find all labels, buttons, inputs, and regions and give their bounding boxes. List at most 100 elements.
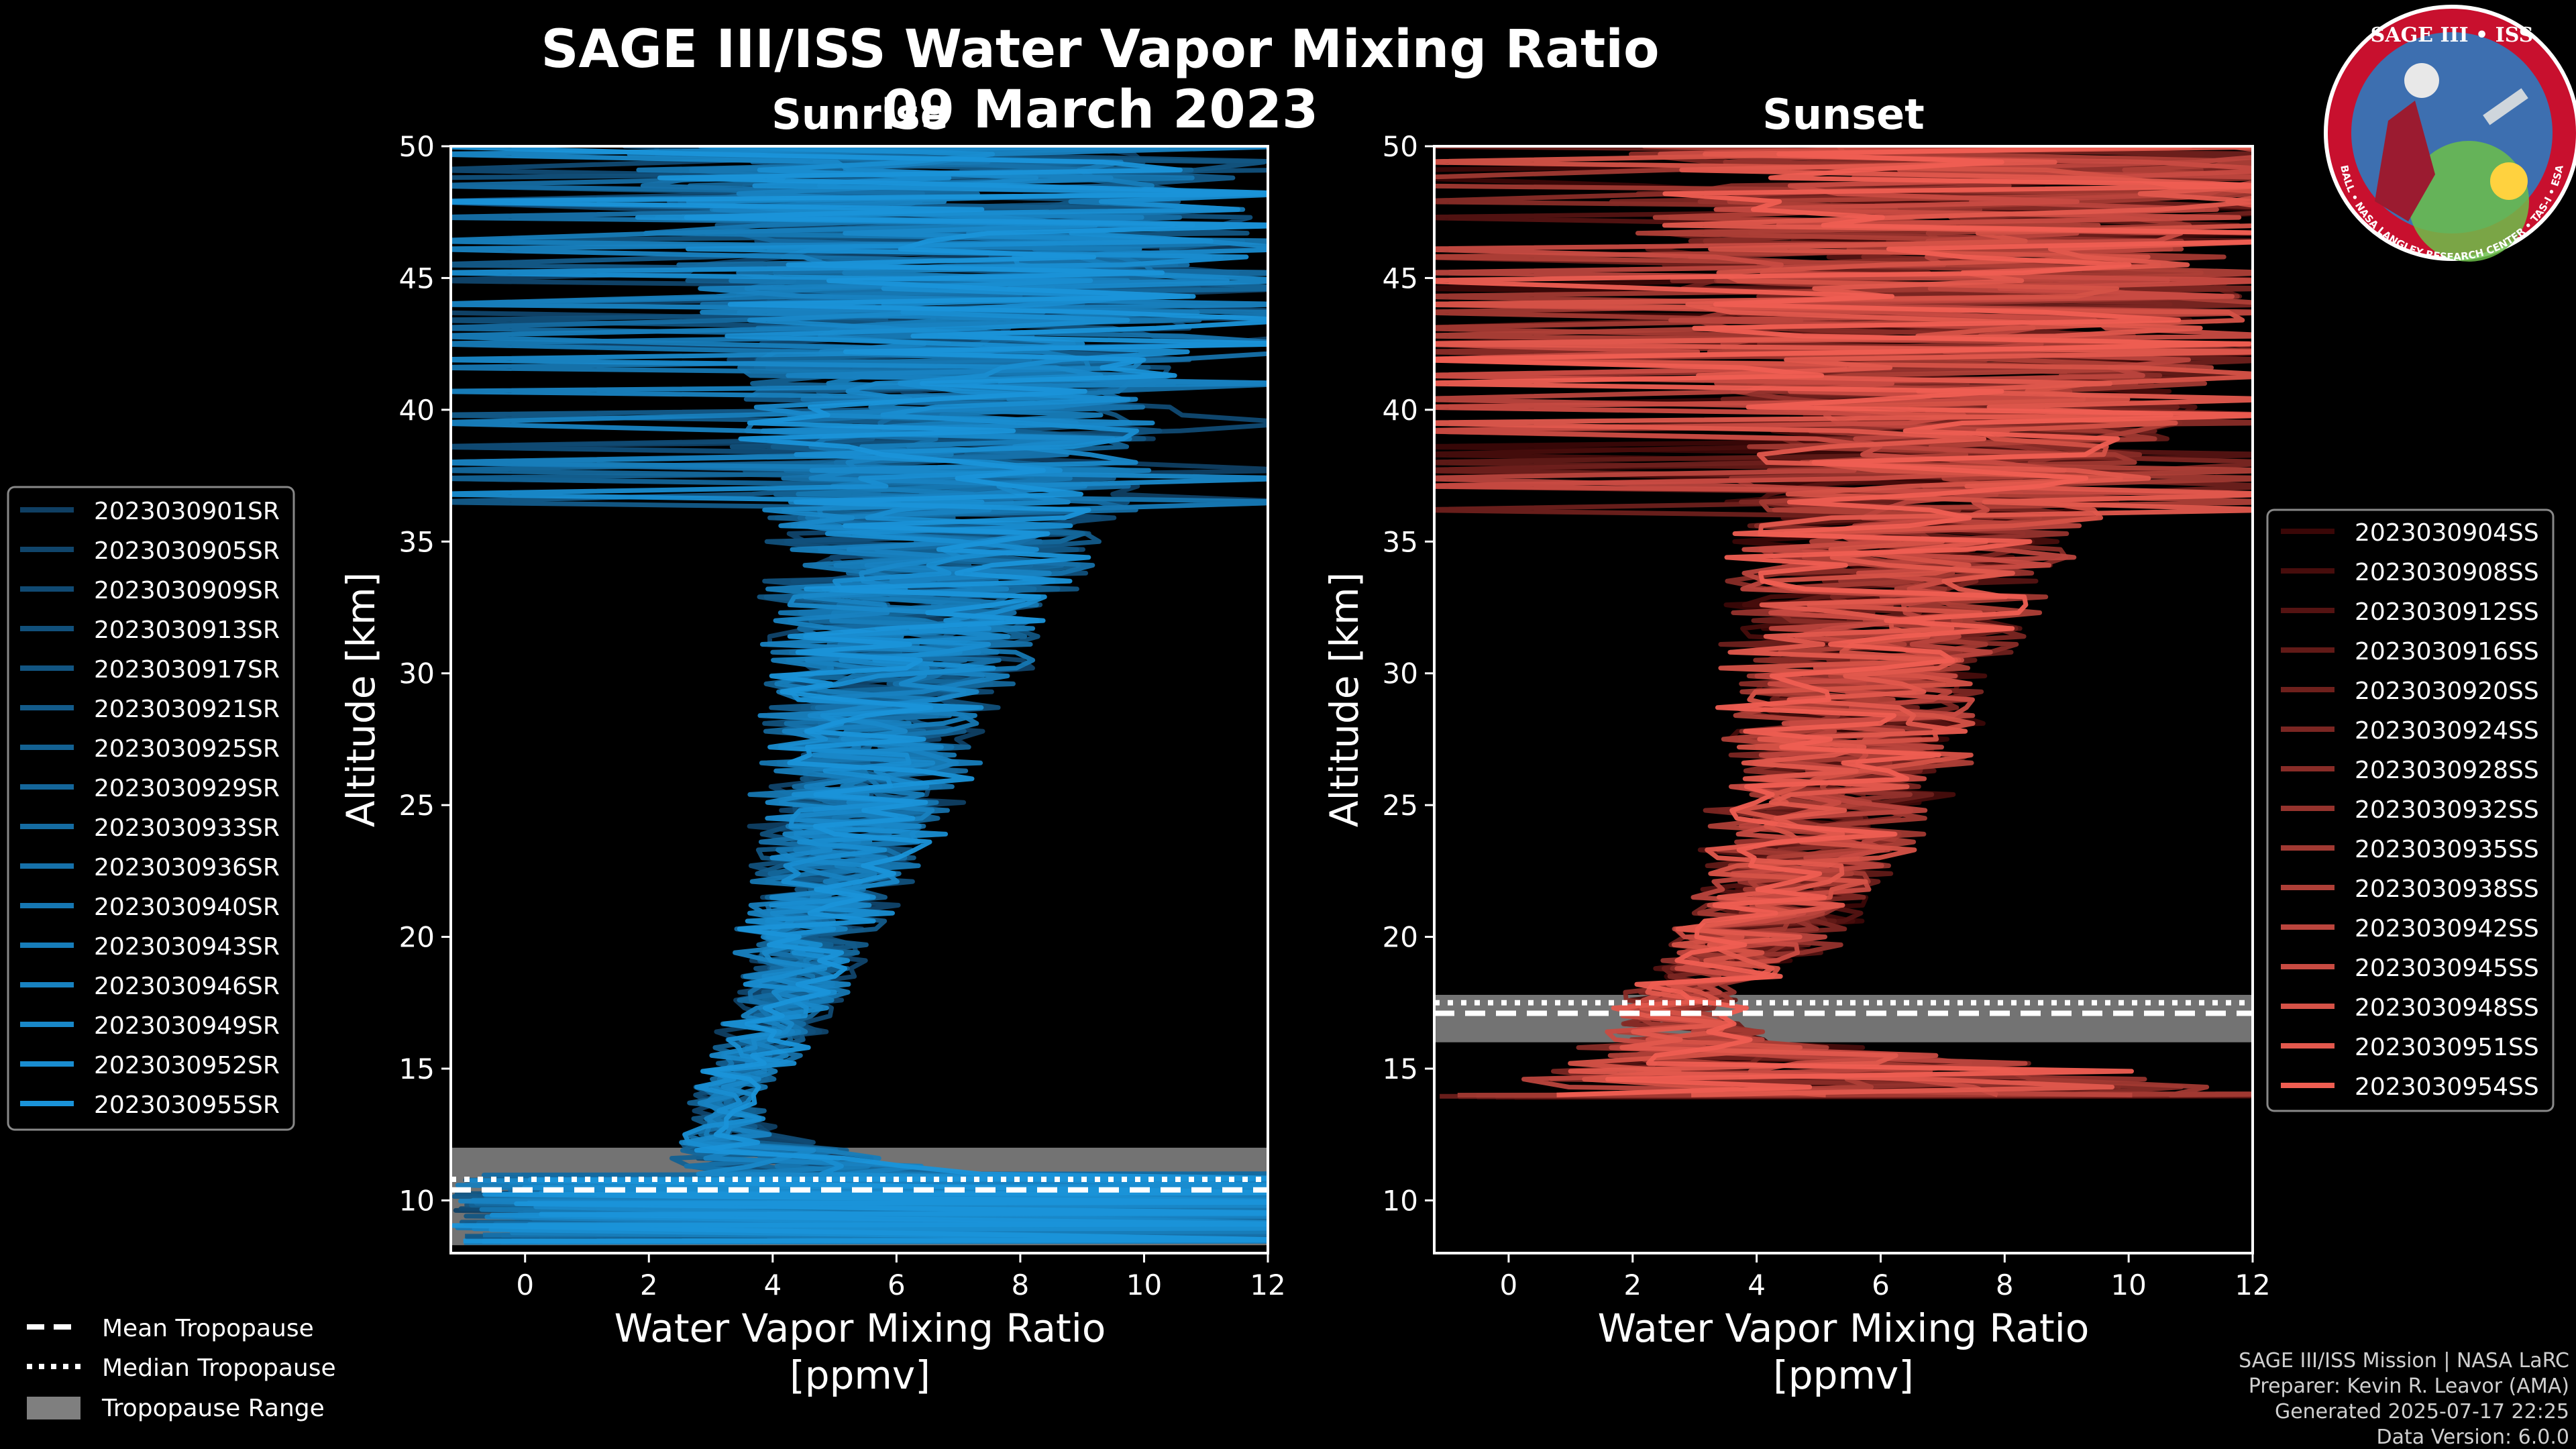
sunset-legend-label-2023030951SS: 2023030951SS <box>2355 1034 2539 1061</box>
sunset-xtick-label-2: 2 <box>1623 1269 1642 1301</box>
sunrise-legend-label-2023030917SR: 2023030917SR <box>94 656 280 684</box>
sunset-legend-label-2023030945SS: 2023030945SS <box>2355 955 2539 982</box>
sunrise-xtick-label-10: 10 <box>1126 1269 1162 1301</box>
sunset-legend-label-2023030912SS: 2023030912SS <box>2355 598 2539 626</box>
sunrise-legend: 2023030901SR 2023030905SR 2023030909SR 2023… <box>7 486 295 1131</box>
footer-mission: SAGE III/ISS Mission | NASA LaRC <box>2239 1349 2569 1373</box>
sunrise-legend-label-2023030949SR: 2023030949SR <box>94 1012 280 1040</box>
sunrise-panel: 0 2 4 6 8 10 12 10 15 20 25 30 35 40 45 50 Water Vapor … <box>338 130 1286 1398</box>
sunset-legend-label-2023030916SS: 2023030916SS <box>2355 638 2539 665</box>
sunrise-ytick-label-10: 10 <box>399 1184 435 1217</box>
sunrise-ytick-label-50: 50 <box>399 130 435 163</box>
sunrise-ytick-label-40: 40 <box>399 394 435 427</box>
sunset-ytick-label-25: 25 <box>1383 789 1418 822</box>
sunset-legend-label-2023030904SS: 2023030904SS <box>2355 519 2539 547</box>
sunset-ticks: 0 2 4 6 8 10 12 10 15 20 25 30 35 40 45 50 <box>1383 130 2271 1301</box>
sunrise-xtick-label-0: 0 <box>516 1269 534 1301</box>
sunset-xtick-label-12: 12 <box>2235 1269 2270 1301</box>
sunset-legend-label-2023030928SS: 2023030928SS <box>2355 757 2539 784</box>
sunrise-legend-label-2023030925SR: 2023030925SR <box>94 735 280 763</box>
sunset-xlabel-units: [ppmv] <box>1773 1352 1914 1398</box>
sunset-profile-2023030945SS <box>1434 146 2253 1097</box>
sunrise-xlabel-units: [ppmv] <box>790 1352 930 1398</box>
sunrise-ytick-label-25: 25 <box>399 789 435 822</box>
sunrise-xtick-label-12: 12 <box>1250 1269 1285 1301</box>
sunset-legend-label-2023030920SS: 2023030920SS <box>2355 678 2539 705</box>
sunset-legend-label-2023030948SS: 2023030948SS <box>2355 994 2539 1022</box>
sunset-panel-title: Sunset <box>1762 90 1925 139</box>
sunrise-xtick-label-4: 4 <box>763 1269 782 1301</box>
sunrise-ylabel: Altitude [km] <box>338 572 384 827</box>
sunset-ytick-label-30: 30 <box>1383 657 1418 690</box>
sunrise-legend-label-2023030946SR: 2023030946SR <box>94 973 280 1000</box>
sunset-xtick-label-10: 10 <box>2110 1269 2146 1301</box>
mean-tropopause-label: Mean Tropopause <box>102 1315 314 1342</box>
sunset-legend-box <box>2266 508 2555 1112</box>
sunrise-profiles <box>451 146 1268 1245</box>
sunrise-xtick-label-6: 6 <box>888 1269 906 1301</box>
sunset-ytick-label-20: 20 <box>1383 921 1418 954</box>
sunset-legend-label-2023030935SS: 2023030935SS <box>2355 836 2539 863</box>
sunrise-legend-label-2023030929SR: 2023030929SR <box>94 775 280 802</box>
logo-moon <box>2404 63 2439 98</box>
sunrise-legend-label-2023030940SR: 2023030940SR <box>94 894 280 921</box>
logo-iss <box>2483 88 2528 125</box>
sunset-ytick-label-50: 50 <box>1383 130 1418 163</box>
footer-generated: Generated 2025-07-17 22:25 <box>2275 1400 2569 1424</box>
sunset-axes-frame <box>1433 145 2254 1254</box>
sunset-xtick-label-6: 6 <box>1872 1269 1890 1301</box>
sunset-legend-label-2023030954SS: 2023030954SS <box>2355 1073 2539 1101</box>
tropopause-legend: Mean Tropopause Median Tropopause Tropop… <box>27 1315 336 1422</box>
sunrise-ticks: 0 2 4 6 8 10 12 10 15 20 25 30 35 40 45 50 <box>399 130 1286 1301</box>
sage-iii-iss-logo: SAGE III • ISS BALL • NASA LANGLEY RESEA… <box>2324 5 2576 263</box>
sunrise-xtick-label-2: 2 <box>640 1269 658 1301</box>
tropopause-range-swatch <box>27 1397 80 1419</box>
sunset-legend-label-2023030942SS: 2023030942SS <box>2355 915 2539 943</box>
sunrise-axes-frame <box>449 145 1269 1254</box>
tropopause-range-label: Tropopause Range <box>101 1395 325 1422</box>
sunset-profiles <box>1434 146 2253 1100</box>
sunset-profile-2023030954SS <box>1434 146 2253 1097</box>
logo-sage-figure <box>2375 101 2435 221</box>
sunrise-xlabel: Water Vapor Mixing Ratio <box>614 1305 1106 1351</box>
sunrise-panel-title: Sunrise <box>771 90 949 139</box>
sunset-ytick-label-45: 45 <box>1383 262 1418 294</box>
sunrise-legend-box <box>7 486 295 1131</box>
median-tropopause-label: Median Tropopause <box>102 1354 336 1382</box>
sunset-ytick-label-35: 35 <box>1383 525 1418 558</box>
sunrise-legend-label-2023030936SR: 2023030936SR <box>94 854 280 881</box>
sunrise-legend-label-2023030921SR: 2023030921SR <box>94 696 280 723</box>
sunrise-legend-label-2023030952SR: 2023030952SR <box>94 1052 280 1079</box>
footer-data-version: Data Version: 6.0.0 <box>2377 1426 2569 1449</box>
footer-preparer: Preparer: Kevin R. Leavor (AMA) <box>2249 1375 2569 1398</box>
sunrise-tropopause-lines <box>451 1177 1268 1193</box>
sunrise-profile-2023030955SR <box>451 146 1268 1244</box>
sunrise-xtick-label-8: 8 <box>1012 1269 1030 1301</box>
sunset-legend-label-2023030924SS: 2023030924SS <box>2355 717 2539 745</box>
logo-sun <box>2490 162 2528 200</box>
figure-title: SAGE III/ISS Water Vapor Mixing Ratio <box>541 19 1659 80</box>
sunrise-legend-label-2023030955SR: 2023030955SR <box>94 1091 280 1119</box>
sunrise-legend-label-2023030905SR: 2023030905SR <box>94 537 280 565</box>
sunset-xlabel: Water Vapor Mixing Ratio <box>1598 1305 2090 1351</box>
sunset-legend-label-2023030932SS: 2023030932SS <box>2355 796 2539 824</box>
sunset-legend: 2023030904SS 2023030908SS 2023030912SS 2023… <box>2266 508 2555 1112</box>
sunrise-legend-label-2023030901SR: 2023030901SR <box>94 498 280 525</box>
sunset-xtick-label-8: 8 <box>1996 1269 2014 1301</box>
sunrise-ytick-label-15: 15 <box>399 1053 435 1085</box>
sunset-tropopause-lines <box>1434 1000 2253 1016</box>
sunset-ytick-label-40: 40 <box>1383 394 1418 427</box>
sunrise-legend-label-2023030943SR: 2023030943SR <box>94 933 280 961</box>
sunset-legend-label-2023030938SS: 2023030938SS <box>2355 875 2539 903</box>
logo-title: SAGE III • ISS <box>2371 23 2534 47</box>
sunrise-legend-label-2023030933SR: 2023030933SR <box>94 814 280 842</box>
sunrise-ytick-label-45: 45 <box>399 262 435 294</box>
sunrise-legend-label-2023030909SR: 2023030909SR <box>94 577 280 604</box>
sunset-ytick-label-10: 10 <box>1383 1184 1418 1217</box>
sunset-ylabel: Altitude [km] <box>1322 572 1367 827</box>
sunrise-legend-label-2023030913SR: 2023030913SR <box>94 616 280 644</box>
sunrise-ytick-label-30: 30 <box>399 657 435 690</box>
sunset-legend-label-2023030908SS: 2023030908SS <box>2355 559 2539 586</box>
sunrise-ytick-label-20: 20 <box>399 921 435 954</box>
